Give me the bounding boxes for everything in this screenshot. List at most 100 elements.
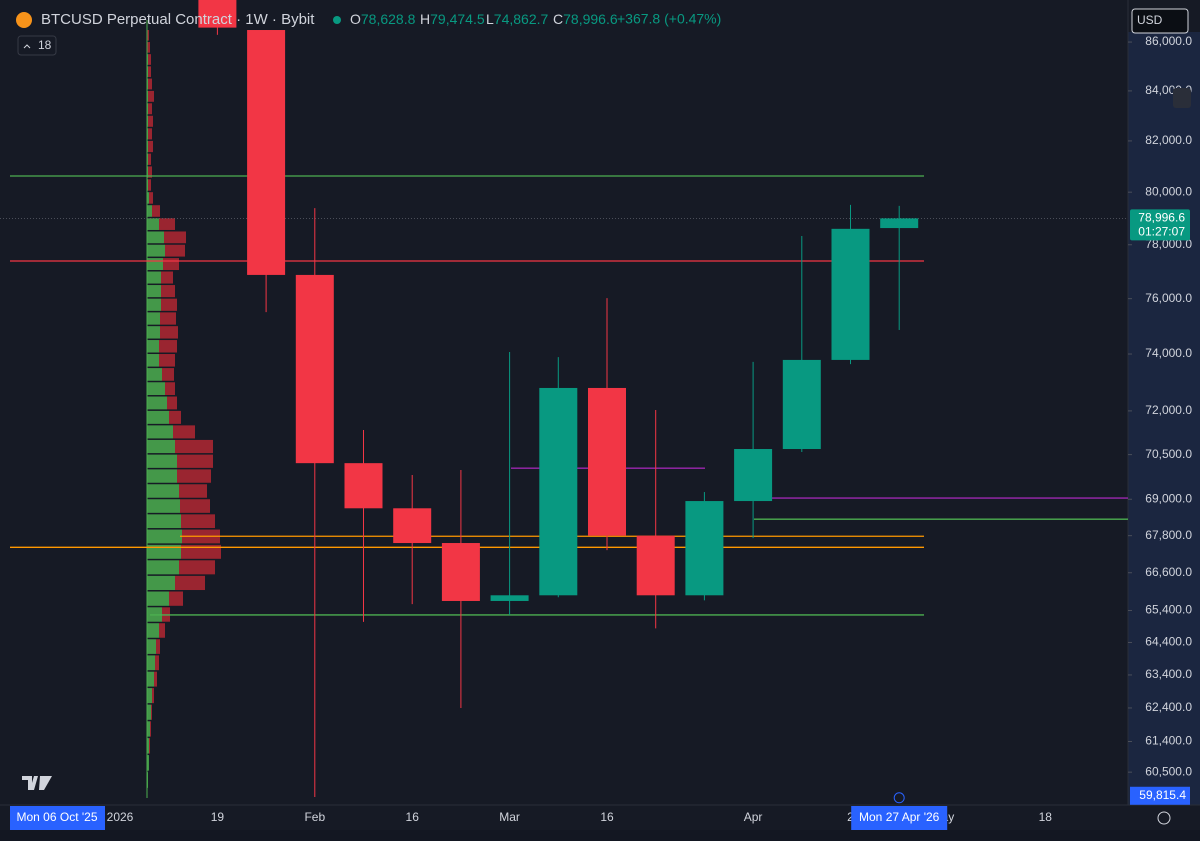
profile-down	[159, 354, 175, 367]
profile-down	[173, 425, 195, 439]
profile-up	[147, 205, 152, 217]
last-price-label: 78,996.6	[1138, 211, 1185, 225]
profile-up	[147, 671, 154, 687]
profile-down	[177, 454, 213, 468]
profile-up	[147, 244, 165, 257]
profile-down	[148, 54, 151, 65]
profile-up	[147, 454, 177, 468]
crosshair-date-bg	[851, 806, 948, 830]
currency-button[interactable]	[1131, 8, 1189, 34]
x-tick-label: 2026	[107, 810, 134, 824]
x-tick-label: 16	[600, 810, 614, 824]
profile-down	[159, 340, 177, 353]
profile-up	[147, 218, 159, 230]
profile-up	[147, 469, 177, 483]
y-tick-label: 72,000.0	[1145, 403, 1192, 417]
drag-handle[interactable]	[1173, 88, 1191, 108]
profile-up	[147, 514, 181, 529]
y-tick-label: 82,000.0	[1145, 133, 1192, 147]
x-tick-label: 16	[406, 810, 420, 824]
x-tick-label: 18	[1039, 810, 1053, 824]
profile-up	[147, 529, 182, 544]
profile-down	[169, 591, 183, 606]
profile-up	[147, 560, 179, 575]
profile-up	[147, 298, 161, 311]
profile-up	[147, 340, 159, 353]
candle-body	[490, 595, 529, 601]
crosshair-price-bg	[1130, 786, 1190, 805]
candle-body	[636, 535, 675, 596]
ohlc-key: L	[486, 11, 494, 27]
profile-down	[165, 244, 185, 257]
profile-up	[147, 688, 152, 704]
profile-up	[147, 410, 169, 424]
profile-up	[147, 544, 181, 559]
profile-up	[147, 382, 165, 396]
chart-title: BTCUSD Perpetual Contract · 1W · Bybit	[41, 11, 315, 28]
candle-body	[734, 449, 773, 502]
settings-icon[interactable]	[1157, 811, 1171, 825]
change: +367.8 (+0.47%)	[617, 11, 721, 27]
ohlc-value: 78,628.8	[361, 11, 416, 27]
y-tick-label: 60,500.0	[1145, 764, 1192, 778]
profile-down	[156, 639, 160, 654]
y-tick-label: 61,400.0	[1145, 734, 1192, 748]
profile-down	[181, 514, 215, 529]
profile-down	[150, 721, 151, 737]
x-tick-label: 19	[211, 810, 225, 824]
ohlc-close: C78,996.6	[553, 11, 618, 27]
currency-label: USD	[1137, 13, 1163, 27]
profile-up	[147, 354, 159, 367]
profile-up	[147, 326, 160, 339]
price-axis-band	[1128, 32, 1200, 805]
crosshair-marker	[893, 792, 905, 804]
profile-down	[159, 218, 175, 230]
profile-down	[155, 655, 159, 671]
profile-up	[147, 484, 179, 498]
profile-up	[147, 396, 167, 410]
profile-down	[148, 140, 153, 153]
profile-down	[151, 704, 152, 720]
last-price-bg	[1130, 209, 1190, 241]
y-tick-label: 76,000.0	[1145, 291, 1192, 305]
ohlc-low: L74,862.7	[486, 11, 549, 27]
y-tick-label: 86,000.0	[1145, 34, 1192, 48]
candle-body	[831, 228, 870, 360]
indicator-badge[interactable]	[17, 35, 57, 56]
candle-body	[393, 508, 432, 544]
x-tick-label: Feb	[304, 810, 325, 824]
candle-body	[539, 387, 578, 596]
profile-down	[161, 271, 173, 284]
profile-up	[147, 755, 149, 771]
profile-up	[147, 258, 163, 271]
logo	[22, 776, 52, 790]
profile-up	[147, 271, 161, 284]
profile-up	[147, 575, 175, 591]
y-tick-label: 74,000.0	[1145, 346, 1192, 360]
profile-down	[148, 153, 151, 165]
profile-down	[162, 368, 174, 381]
y-tick-label: 70,500.0	[1145, 447, 1192, 461]
profile-up	[147, 623, 159, 638]
ohlc-high: H79,474.5	[420, 11, 485, 27]
profile-down	[165, 382, 175, 396]
profile-down	[164, 231, 186, 244]
left-date-bg	[10, 806, 105, 830]
profile-up	[147, 721, 150, 737]
profile-down	[160, 326, 178, 339]
ohlc-value: 79,474.5	[430, 11, 485, 27]
profile-down	[175, 439, 213, 454]
crosshair-date: Mon 27 Apr '26	[859, 810, 940, 824]
profile-down	[175, 575, 205, 591]
overlay: 86,000.084,000.082,000.080,000.078,000.0…	[10, 34, 1192, 830]
candle-body	[685, 501, 724, 596]
countdown: 01:27:07	[1138, 225, 1185, 239]
y-tick-label: 62,400.0	[1145, 700, 1192, 714]
x-tick-label: Apr	[744, 810, 763, 824]
left-date: Mon 06 Oct '25	[17, 810, 98, 824]
profile-down	[149, 192, 153, 204]
profile-down	[177, 469, 211, 483]
profile-down	[149, 738, 150, 754]
profile-up	[147, 499, 180, 513]
profile-down	[180, 499, 210, 513]
